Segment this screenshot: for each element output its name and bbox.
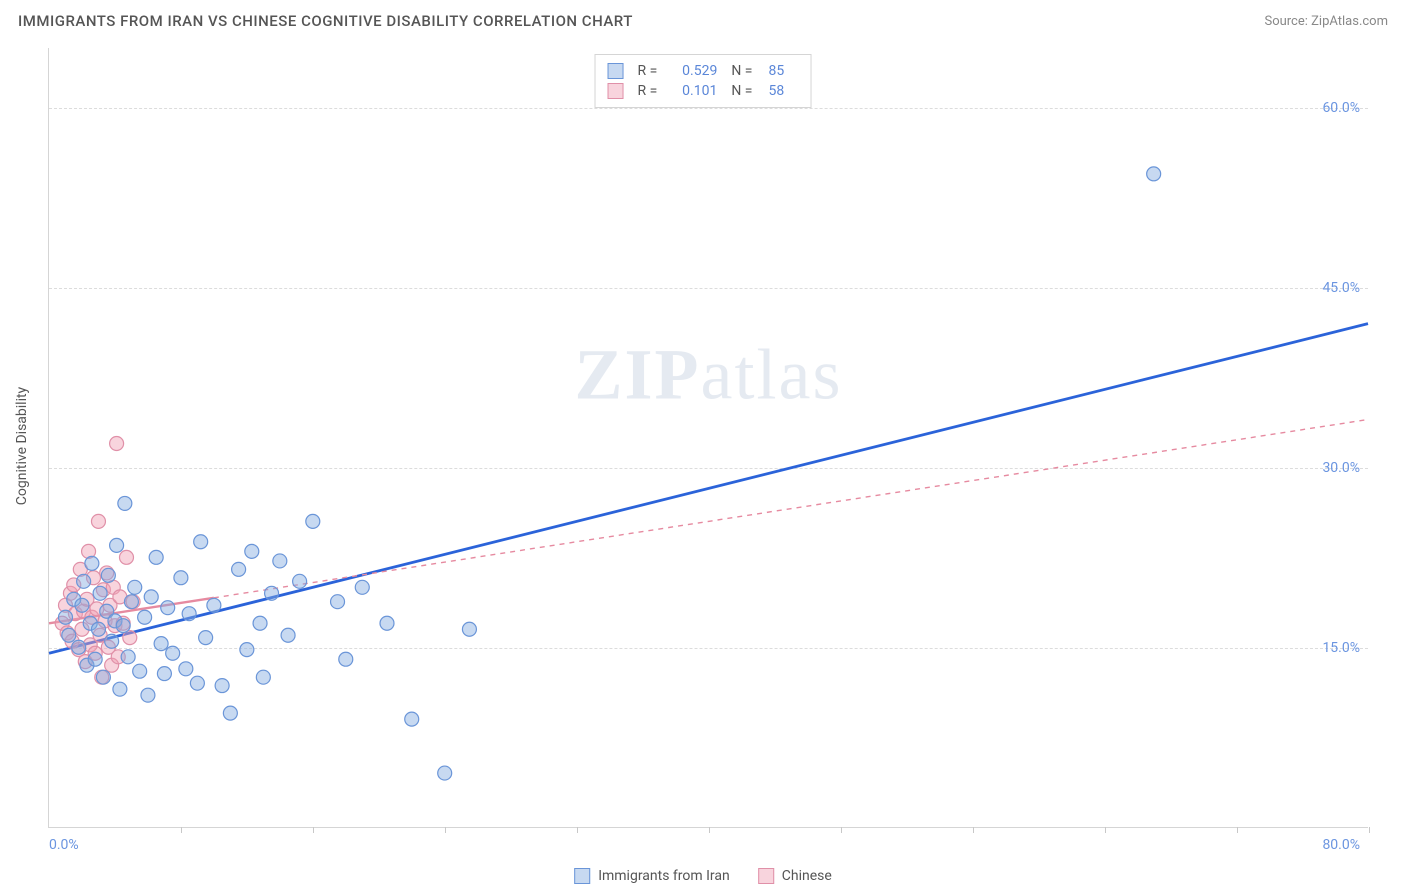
n-label: N = bbox=[731, 63, 752, 79]
data-point-iran bbox=[91, 622, 105, 636]
chart-title: IMMIGRANTS FROM IRAN VS CHINESE COGNITIV… bbox=[18, 12, 633, 30]
trend-line-chinese-dashed bbox=[214, 420, 1368, 598]
legend-stats-row-chinese: R = 0.101 N = 58 bbox=[608, 81, 799, 101]
data-point-iran bbox=[462, 622, 476, 636]
data-point-iran bbox=[58, 610, 72, 624]
r-value-chinese: 0.101 bbox=[667, 83, 717, 99]
data-point-iran bbox=[121, 650, 135, 664]
data-point-iran bbox=[339, 652, 353, 666]
legend-item-iran: Immigrants from Iran bbox=[574, 868, 730, 884]
x-origin-label: 0.0% bbox=[49, 837, 79, 853]
data-point-iran bbox=[133, 664, 147, 678]
chart-svg bbox=[49, 48, 1368, 827]
data-point-iran bbox=[207, 598, 221, 612]
x-tick bbox=[1237, 827, 1238, 833]
source-label: Source: ZipAtlas.com bbox=[1264, 14, 1388, 29]
swatch-chinese bbox=[608, 83, 624, 99]
swatch-chinese-bottom bbox=[758, 868, 774, 884]
data-point-iran bbox=[194, 535, 208, 549]
x-tick bbox=[1105, 827, 1106, 833]
data-point-iran bbox=[281, 628, 295, 642]
swatch-iran bbox=[608, 63, 624, 79]
data-point-iran bbox=[118, 496, 132, 510]
data-point-iran bbox=[331, 595, 345, 609]
data-point-iran bbox=[240, 643, 254, 657]
data-point-iran bbox=[124, 595, 138, 609]
data-point-iran bbox=[265, 586, 279, 600]
data-point-iran bbox=[161, 601, 175, 615]
data-point-iran bbox=[166, 646, 180, 660]
x-tick bbox=[181, 827, 182, 833]
data-point-iran bbox=[116, 619, 130, 633]
r-label: R = bbox=[638, 83, 658, 99]
trend-line-iran bbox=[49, 324, 1368, 654]
data-point-iran bbox=[273, 554, 287, 568]
data-point-chinese bbox=[110, 437, 124, 451]
data-point-iran bbox=[232, 562, 246, 576]
data-point-iran bbox=[75, 598, 89, 612]
data-point-iran bbox=[138, 610, 152, 624]
legend-stats-box: R = 0.529 N = 85 R = 0.101 N = 58 bbox=[595, 54, 812, 108]
x-tick bbox=[1369, 827, 1370, 833]
data-point-iran bbox=[245, 544, 259, 558]
data-point-iran bbox=[128, 580, 142, 594]
x-tick bbox=[841, 827, 842, 833]
legend-stats-row-iran: R = 0.529 N = 85 bbox=[608, 61, 799, 81]
legend-item-chinese: Chinese bbox=[758, 868, 832, 884]
data-point-iran bbox=[355, 580, 369, 594]
n-label: N = bbox=[731, 83, 752, 99]
n-value-iran: 85 bbox=[768, 63, 798, 79]
legend-label-iran: Immigrants from Iran bbox=[598, 868, 730, 884]
data-point-iran bbox=[253, 616, 267, 630]
title-bar: IMMIGRANTS FROM IRAN VS CHINESE COGNITIV… bbox=[18, 12, 1388, 30]
legend-label-chinese: Chinese bbox=[782, 868, 832, 884]
data-point-iran bbox=[174, 571, 188, 585]
data-point-iran bbox=[105, 634, 119, 648]
swatch-iran-bottom bbox=[574, 868, 590, 884]
data-point-iran bbox=[96, 670, 110, 684]
data-point-chinese bbox=[119, 550, 133, 564]
data-point-iran bbox=[141, 688, 155, 702]
data-point-iran bbox=[293, 574, 307, 588]
data-point-iran bbox=[62, 628, 76, 642]
data-point-iran bbox=[85, 556, 99, 570]
data-point-chinese bbox=[91, 514, 105, 528]
data-point-iran bbox=[256, 670, 270, 684]
data-point-iran bbox=[438, 766, 452, 780]
data-point-iran bbox=[113, 682, 127, 696]
data-point-iran bbox=[199, 631, 213, 645]
data-point-iran bbox=[223, 706, 237, 720]
plot-area: ZIPatlas 0.0% 80.0% 15.0%30.0%45.0%60.0% bbox=[48, 48, 1368, 828]
data-point-iran bbox=[101, 568, 115, 582]
x-tick bbox=[445, 827, 446, 833]
data-point-iran bbox=[72, 640, 86, 654]
data-point-iran bbox=[157, 667, 171, 681]
x-max-label: 80.0% bbox=[1322, 837, 1360, 853]
y-axis-label: Cognitive Disability bbox=[14, 387, 30, 505]
data-point-iran bbox=[182, 607, 196, 621]
r-label: R = bbox=[638, 63, 658, 79]
bottom-legend: Immigrants from Iran Chinese bbox=[574, 868, 832, 884]
data-point-iran bbox=[215, 679, 229, 693]
data-point-iran bbox=[405, 712, 419, 726]
data-point-iran bbox=[380, 616, 394, 630]
data-point-iran bbox=[144, 590, 158, 604]
data-point-iran bbox=[88, 652, 102, 666]
x-tick bbox=[313, 827, 314, 833]
data-point-iran bbox=[110, 538, 124, 552]
r-value-iran: 0.529 bbox=[667, 63, 717, 79]
x-tick bbox=[577, 827, 578, 833]
data-point-iran bbox=[306, 514, 320, 528]
data-point-iran bbox=[179, 662, 193, 676]
data-point-iran bbox=[77, 574, 91, 588]
x-tick bbox=[973, 827, 974, 833]
n-value-chinese: 58 bbox=[768, 83, 798, 99]
data-point-iran bbox=[190, 676, 204, 690]
data-point-iran bbox=[149, 550, 163, 564]
data-point-iran bbox=[1147, 167, 1161, 181]
data-point-iran bbox=[93, 586, 107, 600]
data-point-iran bbox=[154, 637, 168, 651]
x-tick bbox=[709, 827, 710, 833]
